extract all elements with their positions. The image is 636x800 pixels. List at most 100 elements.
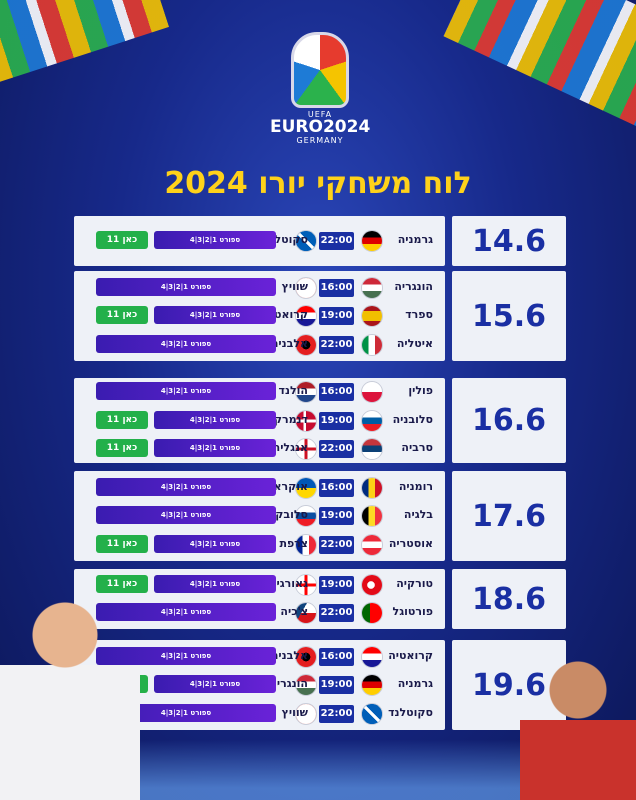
home-team-flag-icon	[361, 333, 383, 356]
home-team-flag-icon	[361, 438, 383, 460]
home-team-name: פולין	[408, 384, 433, 397]
away-team-name: אלבניה	[270, 336, 308, 350]
away-team-name: שוויץ	[281, 279, 308, 293]
home-team-name: רומניה	[398, 479, 433, 493]
away-team-flag-icon	[295, 533, 317, 556]
logo-uefa-text: UEFA	[307, 110, 333, 119]
away-team-flag-icon	[295, 438, 317, 460]
home-team-flag-icon	[361, 702, 383, 725]
day-block: גרמניה 22:00 סקוטלנד ספורט 1|2|3|4 כאן 11 14.…	[74, 216, 566, 266]
sport-channel-badge: ספורט 1|2|3|4	[96, 382, 276, 400]
home-team-flag-icon	[361, 573, 383, 596]
match-row: קרואטיה 16:00 אלבניה ספורט 1|2|3|4	[74, 645, 445, 668]
match-row: סקוטלנד 22:00 שוויץ ספורט 1|2|3|4	[74, 702, 445, 725]
away-team-flag-icon	[295, 645, 317, 668]
matches-panel: הונגריה 16:00 שוויץ ספורט 1|2|3|4 ספרד 19:00 ק…	[74, 271, 445, 361]
kickoff-time: 22:00	[319, 335, 354, 354]
kan11-channel-badge: כאן 11	[96, 231, 148, 249]
sport-channel-badge: ספורט 1|2|3|4	[96, 334, 276, 353]
home-team-name: גרמניה	[397, 233, 433, 246]
sport-channel-badge: ספורט 1|2|3|4	[96, 703, 276, 722]
home-team-flag-icon	[361, 533, 383, 556]
match-row: פולין 16:00 הולנד ספורט 1|2|3|4	[74, 381, 445, 403]
logo-euro-text: EURO2024	[270, 117, 371, 137]
sport-channel-badge: ספורט 1|2|3|4	[96, 277, 276, 296]
match-row: גרמניה 22:00 סקוטלנד ספורט 1|2|3|4 כאן 11	[74, 230, 445, 252]
away-team-flag-icon	[295, 305, 317, 327]
match-row: איטליה 22:00 אלבניה ספורט 1|2|3|4	[74, 333, 445, 356]
away-team-name: אלבניה	[270, 648, 308, 662]
day-block: רומניה 16:00 אוקראינה ספורט 1|2|3|4 בלגיה 19:…	[74, 471, 566, 561]
away-team-flag-icon	[295, 476, 317, 499]
match-date: 17.6	[452, 471, 566, 561]
home-team-name: איטליה	[396, 336, 433, 350]
kickoff-time: 16:00	[319, 278, 354, 297]
away-team-name: דנמרק	[273, 412, 308, 426]
match-row: סלובניה 19:00 דנמרק ספורט 1|2|3|4 כאן 11	[74, 409, 445, 432]
day-block: פולין 16:00 הולנד ספורט 1|2|3|4 סלובניה 19:00…	[74, 378, 566, 463]
kan11-channel-badge: כאן 11	[96, 439, 148, 457]
matches-panel: רומניה 16:00 אוקראינה ספורט 1|2|3|4 בלגיה 19:…	[74, 471, 445, 561]
sport-channel-badge: ספורט 1|2|3|4	[96, 477, 276, 496]
sport-channel-badge: ספורט 1|2|3|4	[154, 574, 276, 593]
match-row: סרביה 22:00 אנגליה ספורט 1|2|3|4 כאן 11	[74, 438, 445, 460]
decorative-stripes-right	[443, 0, 636, 134]
kickoff-time: 19:00	[319, 507, 354, 525]
match-row: ספרד 19:00 קרואטיה ספורט 1|2|3|4 כאן 11	[74, 305, 445, 327]
home-team-flag-icon	[361, 476, 383, 499]
match-date: 14.6	[452, 216, 566, 266]
home-team-flag-icon	[361, 674, 383, 696]
away-team-name: גאורגיה	[268, 576, 308, 590]
away-team-flag-icon	[295, 674, 317, 696]
kickoff-time: 19:00	[319, 411, 354, 430]
home-team-name: הונגריה	[394, 279, 433, 293]
match-date: 18.6	[452, 569, 566, 629]
home-team-flag-icon	[361, 505, 383, 527]
away-team-flag-icon	[295, 505, 317, 527]
match-date: 15.6	[452, 271, 566, 361]
kickoff-time: 22:00	[319, 704, 354, 723]
away-team-flag-icon	[295, 602, 317, 625]
kickoff-time: 19:00	[319, 676, 354, 694]
kickoff-time: 22:00	[319, 440, 354, 458]
home-team-name: פורטוגל	[392, 605, 433, 619]
kan11-channel-badge: כאן 11	[96, 534, 148, 553]
home-team-name: קרואטיה	[388, 648, 433, 662]
home-team-name: טורקיה	[396, 576, 433, 590]
sport-channel-badge: ספורט 1|2|3|4	[154, 306, 276, 324]
sport-channel-badge: ספורט 1|2|3|4	[154, 439, 276, 457]
page-title: לוח משחקי יורו 2024	[164, 166, 472, 201]
match-row: אוסטריה 22:00 צרפת ספורט 1|2|3|4 כאן 11	[74, 533, 445, 556]
match-row: הונגריה 16:00 שוויץ ספורט 1|2|3|4	[74, 276, 445, 299]
matches-panel: טורקיה 19:00 גאורגיה ספורט 1|2|3|4 כאן 11 פור…	[74, 569, 445, 629]
home-team-flag-icon	[361, 305, 383, 327]
day-block: טורקיה 19:00 גאורגיה ספורט 1|2|3|4 כאן 11 פור…	[74, 569, 566, 629]
home-team-name: סלובניה	[392, 412, 433, 426]
home-team-flag-icon	[361, 602, 383, 625]
home-team-name: גרמניה	[397, 677, 433, 690]
decorative-stripes-left	[0, 0, 170, 89]
sport-channel-badge: ספורט 1|2|3|4	[154, 231, 276, 249]
match-date: 16.6	[452, 378, 566, 463]
matches-panel: גרמניה 22:00 סקוטלנד ספורט 1|2|3|4 כאן 11	[74, 216, 445, 266]
kickoff-time: 22:00	[319, 535, 354, 554]
trophy-icon	[291, 32, 349, 108]
away-team-flag-icon	[295, 276, 317, 299]
sport-channel-badge: ספורט 1|2|3|4	[96, 506, 276, 524]
away-team-flag-icon	[295, 702, 317, 725]
away-team-flag-icon	[295, 230, 317, 252]
match-row: בלגיה 19:00 סלובקיה ספורט 1|2|3|4	[74, 505, 445, 527]
kickoff-time: 22:00	[319, 232, 354, 250]
home-team-flag-icon	[361, 381, 383, 403]
home-team-flag-icon	[361, 276, 383, 299]
player-image-right	[520, 640, 636, 800]
day-block: קרואטיה 16:00 אלבניה ספורט 1|2|3|4 גרמניה 19:…	[74, 640, 566, 730]
home-team-flag-icon	[361, 645, 383, 668]
sport-channel-badge: ספורט 1|2|3|4	[96, 646, 276, 665]
kickoff-time: 19:00	[319, 307, 354, 325]
match-row: פורטוגל 22:00 צ'כיה ספורט 1|2|3|4	[74, 602, 445, 625]
away-team-flag-icon	[295, 381, 317, 403]
away-team-name: שוויץ	[281, 705, 308, 719]
player-image-left	[0, 590, 140, 800]
away-team-name: הונגריה	[269, 677, 308, 690]
